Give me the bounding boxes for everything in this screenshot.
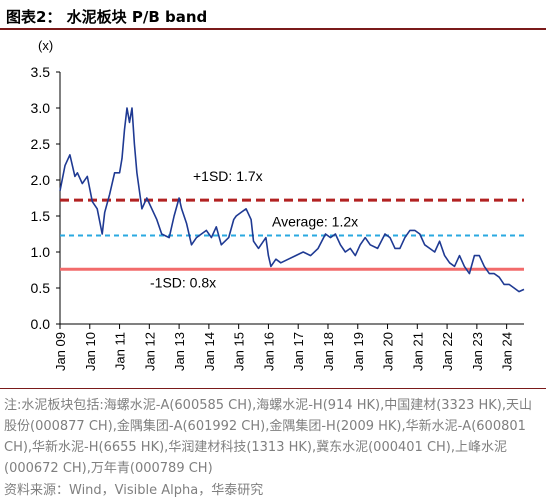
footnote: 注:水泥板块包括:海螺水泥-A(600585 CH),海螺水泥-H(914 HK… bbox=[4, 395, 544, 479]
footer-rule bbox=[0, 388, 546, 389]
y-tick-label: 0.0 bbox=[31, 316, 51, 332]
average-label: Average: 1.2x bbox=[272, 213, 358, 229]
plus-1sd-label: +1SD: 1.7x bbox=[193, 168, 263, 184]
x-tick-label: Jan 13 bbox=[172, 332, 187, 371]
figure-title: 图表2： 水泥板块 P/B band bbox=[6, 8, 208, 26]
y-tick-label: 1.0 bbox=[31, 244, 51, 260]
x-tick-label: Jan 19 bbox=[351, 332, 366, 371]
minus-1sd-label: -1SD: 0.8x bbox=[150, 274, 216, 290]
x-tick-label: Jan 18 bbox=[321, 332, 336, 371]
y-axis-unit-label: (x) bbox=[38, 38, 53, 53]
source-note: 资料来源：Wind，Visible Alpha，华泰研究 bbox=[4, 483, 264, 498]
pb-band-chart: (x) 0.0 0.5 1.0 1.5 2.0 2.5 3.0 3.5 Jan 09 Jan 10 J… bbox=[31, 38, 525, 371]
x-tick-label: Jan 14 bbox=[202, 332, 217, 371]
y-tick-label: 3.0 bbox=[31, 100, 51, 116]
x-tick-label: Jan 16 bbox=[261, 332, 276, 371]
y-tick-label: 1.5 bbox=[31, 208, 51, 224]
x-tick-label: Jan 17 bbox=[291, 332, 306, 371]
x-tick-label: Jan 10 bbox=[83, 332, 98, 371]
x-tick-label: Jan 22 bbox=[440, 332, 455, 371]
y-tick-label: 2.0 bbox=[31, 172, 51, 188]
y-tick-label: 2.5 bbox=[31, 136, 51, 152]
x-tick-label: Jan 15 bbox=[232, 332, 247, 371]
footnote-text: 注:水泥板块包括:海螺水泥-A(600585 CH),海螺水泥-H(914 HK… bbox=[4, 398, 533, 476]
x-tick-label: Jan 20 bbox=[381, 332, 396, 371]
x-tick-label: Jan 11 bbox=[113, 332, 128, 370]
x-tick-label: Jan 23 bbox=[470, 332, 485, 371]
x-tick-label: Jan 24 bbox=[500, 332, 515, 371]
x-tick-label: Jan 21 bbox=[410, 332, 425, 371]
x-tick-label: Jan 12 bbox=[142, 332, 157, 371]
y-tick-label: 3.5 bbox=[31, 64, 51, 80]
pb-series-line bbox=[59, 107, 525, 293]
x-tick-label: Jan 09 bbox=[53, 332, 68, 371]
y-tick-label: 0.5 bbox=[31, 280, 51, 296]
header-rule bbox=[0, 28, 546, 30]
